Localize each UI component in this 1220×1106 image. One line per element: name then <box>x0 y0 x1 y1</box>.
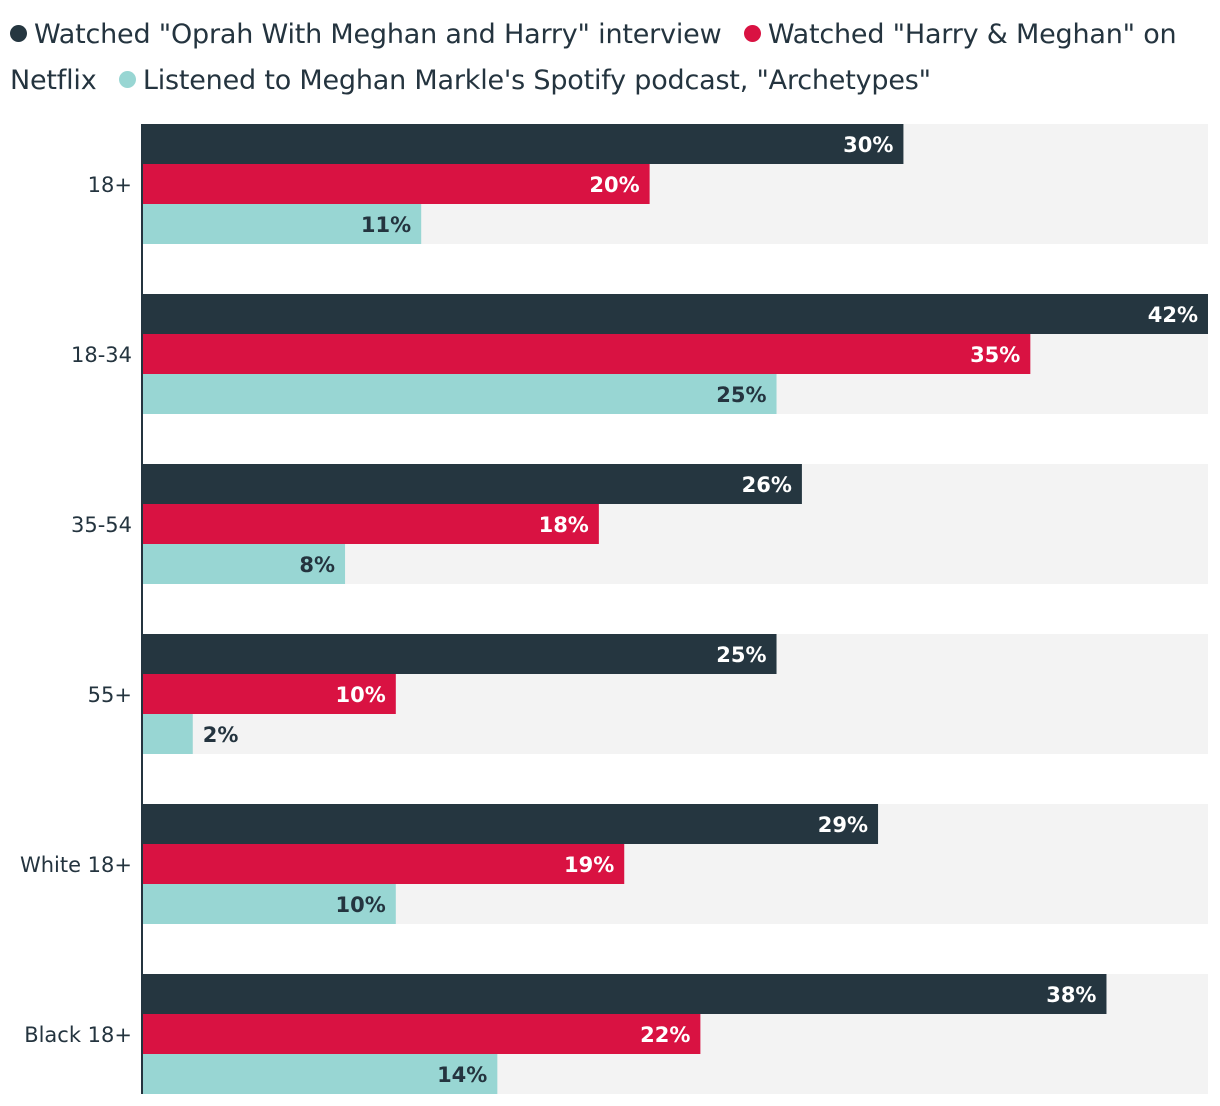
legend-item-netflix[interactable]: Watched "Harry & Meghan" on Netflix <box>10 19 1177 96</box>
legend-label: Watched "Oprah With Meghan and Harry" in… <box>34 19 722 50</box>
bar <box>142 804 879 844</box>
legend-item-oprah[interactable]: Watched "Oprah With Meghan and Harry" in… <box>10 19 722 50</box>
legend: Watched "Oprah With Meghan and Harry" in… <box>10 12 1210 104</box>
data-label: 2% <box>203 723 239 747</box>
bar <box>142 884 396 924</box>
data-label: 14% <box>437 1063 487 1087</box>
data-label: 30% <box>843 133 893 157</box>
data-label: 29% <box>818 813 868 837</box>
category-label: 18+ <box>88 173 132 197</box>
category-label: 18-34 <box>71 343 132 367</box>
legend-dot-icon <box>10 25 27 42</box>
data-label: 26% <box>742 473 792 497</box>
data-label: 35% <box>970 343 1020 367</box>
bar <box>142 674 396 714</box>
data-label: 10% <box>336 893 386 917</box>
data-label: 20% <box>589 173 639 197</box>
legend-dot-icon <box>118 71 136 88</box>
legend-dot-icon <box>743 25 761 42</box>
bar <box>142 204 422 244</box>
data-label: 10% <box>336 683 386 707</box>
bar <box>142 844 625 884</box>
data-label: 19% <box>564 853 614 877</box>
bar <box>142 124 904 164</box>
data-label: 8% <box>299 553 335 577</box>
bar <box>142 544 346 584</box>
data-label: 42% <box>1148 303 1198 327</box>
data-label: 38% <box>1046 983 1096 1007</box>
bar <box>142 1054 498 1094</box>
bar <box>142 374 777 414</box>
category-label: Black 18+ <box>24 1023 132 1047</box>
bar <box>142 634 777 674</box>
category-label: White 18+ <box>20 853 132 877</box>
bar <box>142 974 1107 1014</box>
bar <box>142 164 650 204</box>
data-label: 25% <box>716 383 766 407</box>
bar <box>142 294 1208 334</box>
data-label: 25% <box>716 643 766 667</box>
bar <box>142 714 193 754</box>
bar <box>142 504 599 544</box>
legend-item-spotify[interactable]: Listened to Meghan Markle's Spotify podc… <box>118 65 931 96</box>
bar <box>142 334 1031 374</box>
data-label: 11% <box>361 213 411 237</box>
category-label: 55+ <box>88 683 132 707</box>
category-label: 35-54 <box>71 513 132 537</box>
bar <box>142 464 802 504</box>
bar <box>142 1014 701 1054</box>
legend-label: Watched "Harry & Meghan" on Netflix <box>10 19 1177 96</box>
data-label: 22% <box>640 1023 690 1047</box>
data-label: 18% <box>539 513 589 537</box>
legend-label: Listened to Meghan Markle's Spotify podc… <box>142 65 931 96</box>
